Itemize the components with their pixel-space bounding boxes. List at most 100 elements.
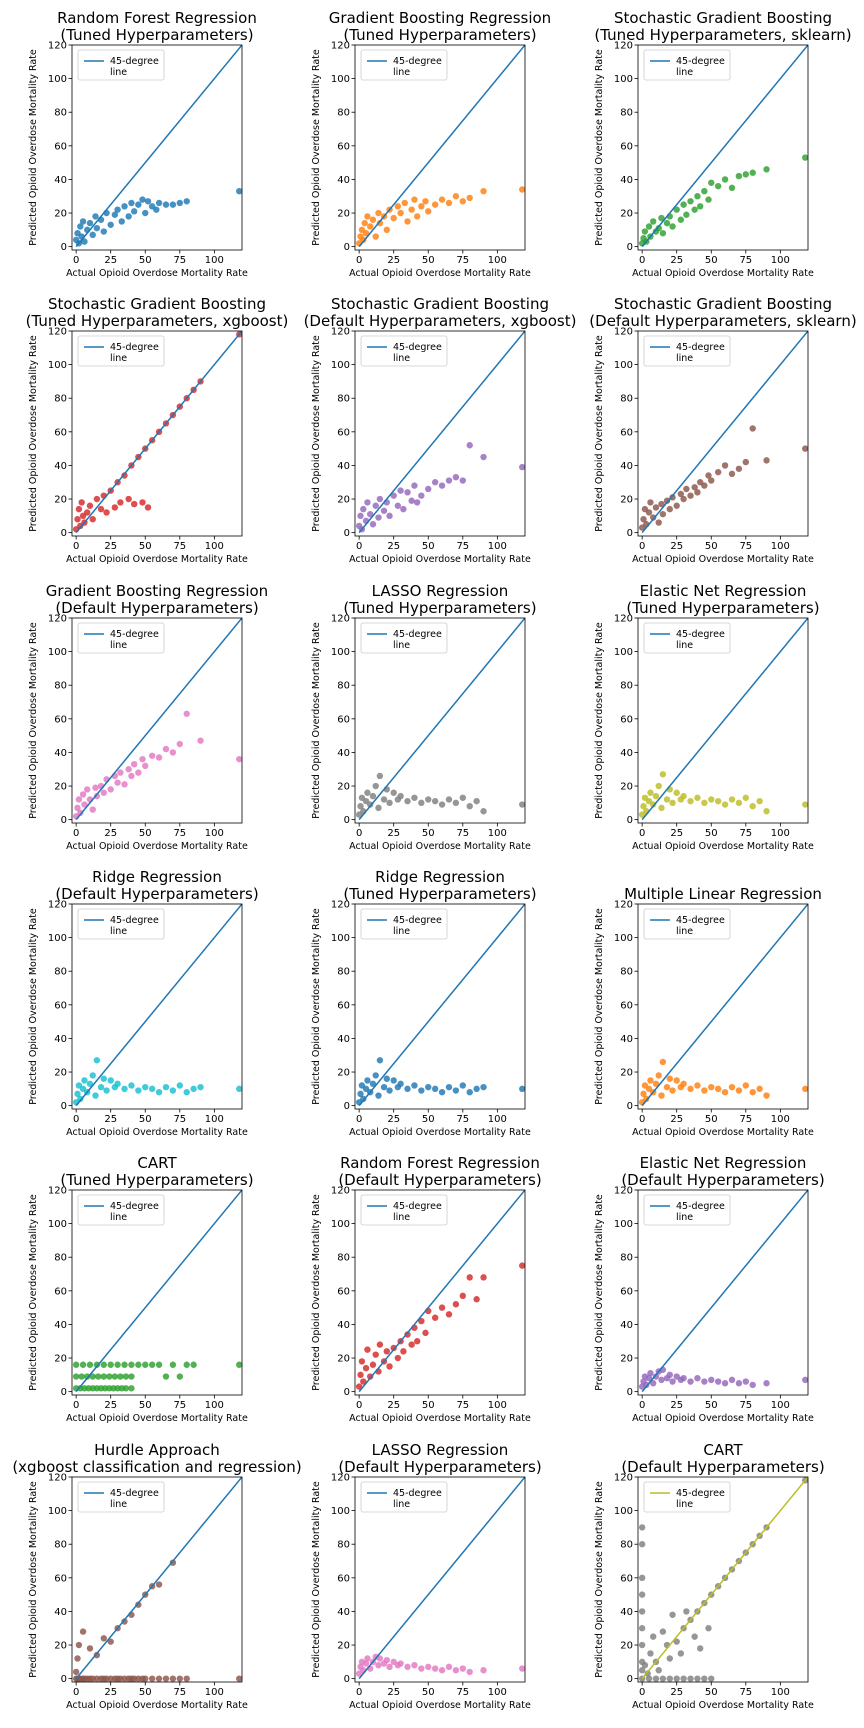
data-point [77, 1095, 84, 1103]
subplot: Hurdle Approach(xgboost classification a… [12, 1441, 301, 1711]
data-point [742, 458, 750, 466]
data-point [121, 781, 128, 788]
data-point [380, 507, 388, 514]
y-tick-label: 80 [54, 394, 67, 405]
data-point [687, 198, 694, 205]
y-tick-label: 60 [620, 714, 633, 725]
data-point [92, 784, 99, 791]
y-axis-label: Predicted Opioid Overdose Mortality Rate [594, 1194, 605, 1391]
data-point [121, 1361, 128, 1368]
data-point [357, 1090, 364, 1098]
data-point [666, 1371, 673, 1379]
data-point [376, 1655, 384, 1662]
subplot: Stochastic Gradient Boosting(Default Hyp… [304, 295, 577, 565]
reference-line [358, 1477, 525, 1680]
data-point [705, 196, 712, 203]
subplot: Gradient Boosting Regression(Default Hyp… [28, 582, 268, 852]
y-tick-label: 120 [48, 614, 67, 625]
data-point [650, 1633, 657, 1640]
data-point [103, 1087, 110, 1094]
reference-line [75, 331, 242, 534]
data-point [763, 1380, 770, 1387]
y-tick-label: 100 [614, 1219, 633, 1230]
y-axis-label: Predicted Opioid Overdose Mortality Rate [311, 335, 322, 532]
y-tick-label: 0 [61, 1387, 67, 1398]
data-point [680, 1080, 687, 1087]
x-tick-label: 0 [639, 828, 645, 839]
data-point [128, 1361, 135, 1368]
y-tick-label: 100 [48, 647, 67, 658]
x-tick-label: 75 [739, 541, 752, 552]
y-tick-label: 80 [620, 394, 633, 405]
data-point [86, 502, 94, 509]
subplot-title: Random Forest Regression [57, 9, 257, 27]
subplot-title: Stochastic Gradient Boosting [331, 295, 549, 313]
data-point [663, 1083, 671, 1091]
data-point [155, 1581, 163, 1588]
data-point [452, 1301, 460, 1308]
data-point [418, 203, 425, 210]
x-axis-label: Actual Opioid Overdose Mortality Rate [66, 1700, 248, 1711]
axes-frame [637, 1476, 809, 1683]
data-point [663, 219, 671, 227]
legend-label: 45-degree [393, 56, 442, 67]
data-point [107, 221, 114, 228]
data-point [111, 211, 119, 218]
data-point [176, 740, 184, 748]
data-point [666, 1655, 673, 1662]
x-axis-label: Actual Opioid Overdose Mortality Rate [349, 1700, 531, 1711]
y-tick-label: 20 [337, 1068, 350, 1079]
y-tick-label: 0 [344, 815, 350, 826]
data-point [763, 457, 770, 464]
plot-area [355, 618, 525, 821]
data-point [183, 1361, 190, 1368]
data-point [425, 485, 432, 493]
data-point [95, 1373, 102, 1380]
data-point [652, 1373, 660, 1380]
data-point [669, 494, 676, 501]
y-tick-label: 20 [54, 1068, 67, 1079]
legend-box [643, 49, 731, 81]
data-point [390, 789, 397, 796]
data-point [480, 1667, 487, 1674]
data-point [236, 1675, 242, 1682]
y-tick-label: 120 [48, 1473, 67, 1484]
x-tick-label: 100 [488, 255, 507, 266]
subplot-title: Gradient Boosting Regression [46, 582, 268, 600]
data-point [183, 1088, 190, 1096]
data-point [638, 1541, 646, 1548]
reference-line [75, 1190, 242, 1393]
data-point [404, 1663, 411, 1671]
legend-box [360, 1481, 448, 1513]
subplot-subtitle: (Tuned Hyperparameters) [60, 1171, 253, 1189]
data-point [390, 1344, 397, 1352]
y-axis-label: Predicted Opioid Overdose Mortality Rate [311, 49, 322, 246]
data-point [142, 1083, 149, 1091]
y-tick-label: 120 [331, 41, 350, 52]
y-tick-label: 120 [48, 327, 67, 338]
data-point [694, 489, 701, 496]
data-point [652, 1675, 660, 1682]
y-tick-label: 80 [337, 1540, 350, 1551]
data-point [408, 206, 415, 213]
data-point [647, 1650, 654, 1657]
data-point [118, 218, 125, 225]
x-axis-label: Actual Opioid Overdose Mortality Rate [66, 268, 248, 279]
y-tick-label: 80 [337, 967, 350, 978]
data-point [658, 1376, 665, 1384]
x-tick-label: 0 [73, 1114, 79, 1125]
y-tick-label: 80 [620, 1540, 633, 1551]
y-tick-label: 20 [337, 782, 350, 793]
data-point [728, 1376, 736, 1384]
y-tick-label: 100 [331, 74, 350, 85]
x-tick-label: 25 [387, 828, 400, 839]
subplot: Random Forest Regression(Tuned Hyperpara… [28, 9, 257, 279]
legend-label: 45-degree [393, 629, 442, 640]
data-point [125, 495, 132, 503]
data-point [645, 223, 653, 230]
plot-area [72, 1190, 242, 1393]
y-tick-label: 60 [54, 1286, 67, 1297]
legend-label-line2: line [393, 926, 410, 937]
data-point [103, 509, 110, 516]
legend-label: 45-degree [110, 915, 159, 926]
